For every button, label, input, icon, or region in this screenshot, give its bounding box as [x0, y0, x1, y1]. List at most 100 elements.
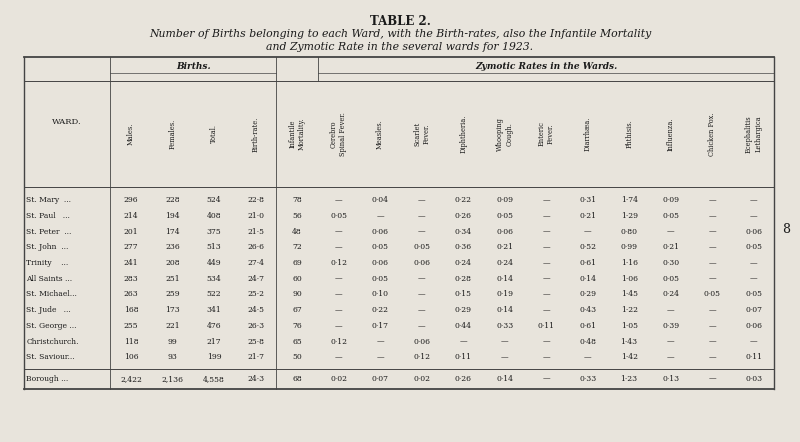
Text: Chicken Pox.: Chicken Pox. — [708, 112, 716, 156]
Text: 259: 259 — [166, 290, 180, 298]
Text: 0·06: 0·06 — [372, 228, 389, 236]
Text: 375: 375 — [206, 228, 222, 236]
Text: 1·05: 1·05 — [621, 322, 638, 330]
Text: Influenza.: Influenza. — [666, 117, 674, 151]
Text: 0·09: 0·09 — [662, 196, 679, 204]
Text: —: — — [501, 353, 509, 361]
Text: —: — — [708, 375, 716, 383]
Text: Ecephalitis
Lethargica: Ecephalitis Lethargica — [745, 115, 762, 153]
Text: —: — — [335, 228, 342, 236]
Text: 0·03: 0·03 — [745, 375, 762, 383]
Text: 0·05: 0·05 — [745, 290, 762, 298]
Text: 522: 522 — [207, 290, 222, 298]
Text: 236: 236 — [166, 243, 180, 251]
Text: 0·11: 0·11 — [745, 353, 762, 361]
Text: 4,558: 4,558 — [203, 375, 225, 383]
Text: 56: 56 — [292, 212, 302, 220]
Text: 0·33: 0·33 — [579, 375, 596, 383]
Text: 0·10: 0·10 — [372, 290, 389, 298]
Text: 0·43: 0·43 — [579, 306, 596, 314]
Text: 1·45: 1·45 — [621, 290, 638, 298]
Text: —: — — [376, 338, 384, 346]
Text: 0·06: 0·06 — [745, 322, 762, 330]
Text: Enteric
Fever.: Enteric Fever. — [538, 122, 554, 146]
Text: Diphtheria.: Diphtheria. — [459, 115, 467, 153]
Text: —: — — [335, 290, 342, 298]
Text: —: — — [708, 212, 716, 220]
Text: —: — — [335, 196, 342, 204]
Text: —: — — [667, 228, 674, 236]
Text: 1·22: 1·22 — [621, 306, 638, 314]
Text: 255: 255 — [124, 322, 138, 330]
Text: 0·30: 0·30 — [662, 259, 679, 267]
Text: 201: 201 — [124, 228, 138, 236]
Text: 0·07: 0·07 — [745, 306, 762, 314]
Text: —: — — [750, 259, 758, 267]
Text: 60: 60 — [292, 274, 302, 283]
Text: 0·05: 0·05 — [372, 243, 389, 251]
Text: St. Mary  ...: St. Mary ... — [26, 196, 71, 204]
Text: 449: 449 — [207, 259, 222, 267]
Text: 72: 72 — [292, 243, 302, 251]
Text: 0·06: 0·06 — [496, 228, 513, 236]
Text: 0·61: 0·61 — [579, 322, 596, 330]
Text: 0·44: 0·44 — [454, 322, 472, 330]
Text: 0·06: 0·06 — [745, 228, 762, 236]
Text: Births.: Births. — [176, 62, 210, 71]
Text: Phthisis.: Phthisis. — [625, 119, 633, 149]
Text: 228: 228 — [166, 196, 180, 204]
Text: —: — — [376, 212, 384, 220]
Text: 0·61: 0·61 — [579, 259, 596, 267]
Text: Infantile
Mortality.: Infantile Mortality. — [289, 118, 306, 150]
Text: 283: 283 — [124, 274, 138, 283]
Text: 0·11: 0·11 — [454, 353, 472, 361]
Text: 8: 8 — [782, 223, 790, 236]
Text: 173: 173 — [166, 306, 180, 314]
Text: Trinity    ...: Trinity ... — [26, 259, 69, 267]
Text: Number of Births belonging to each Ward, with the Birth-rates, also the Infantil: Number of Births belonging to each Ward,… — [149, 29, 651, 39]
Text: —: — — [708, 243, 716, 251]
Text: 0·05: 0·05 — [413, 243, 430, 251]
Text: 0·21: 0·21 — [662, 243, 679, 251]
Text: 0·04: 0·04 — [372, 196, 389, 204]
Text: 0·21: 0·21 — [496, 243, 513, 251]
Text: —: — — [750, 338, 758, 346]
Text: —: — — [708, 338, 716, 346]
Text: —: — — [542, 259, 550, 267]
Text: 251: 251 — [166, 274, 180, 283]
Text: and Zymotic Rate in the several wards for 1923.: and Zymotic Rate in the several wards fo… — [266, 42, 534, 52]
Text: —: — — [542, 375, 550, 383]
Text: 0·48: 0·48 — [579, 338, 596, 346]
Text: —: — — [708, 322, 716, 330]
Text: —: — — [418, 322, 426, 330]
Text: 277: 277 — [124, 243, 138, 251]
Text: 0·17: 0·17 — [372, 322, 389, 330]
Text: 106: 106 — [124, 353, 138, 361]
Text: St. Michael...: St. Michael... — [26, 290, 78, 298]
Text: 0·14: 0·14 — [496, 375, 513, 383]
Text: 25·2: 25·2 — [247, 290, 264, 298]
Text: 0·26: 0·26 — [454, 375, 472, 383]
Text: 0·29: 0·29 — [579, 290, 596, 298]
Text: 90: 90 — [292, 290, 302, 298]
Text: 0·80: 0·80 — [621, 228, 638, 236]
Text: 221: 221 — [166, 322, 180, 330]
Text: —: — — [542, 353, 550, 361]
Text: 0·05: 0·05 — [330, 212, 347, 220]
Text: 408: 408 — [207, 212, 222, 220]
Text: 0·33: 0·33 — [496, 322, 514, 330]
Text: —: — — [542, 243, 550, 251]
Text: 341: 341 — [206, 306, 222, 314]
Text: Measles.: Measles. — [376, 119, 384, 149]
Text: 0·21: 0·21 — [579, 212, 596, 220]
Text: —: — — [542, 290, 550, 298]
Text: 0·06: 0·06 — [413, 338, 430, 346]
Text: 0·15: 0·15 — [454, 290, 472, 298]
Text: 65: 65 — [292, 338, 302, 346]
Text: —: — — [335, 306, 342, 314]
Text: 50: 50 — [292, 353, 302, 361]
Text: —: — — [708, 274, 716, 283]
Text: 0·24: 0·24 — [454, 259, 472, 267]
Text: St. Paul   ...: St. Paul ... — [26, 212, 70, 220]
Text: 0·12: 0·12 — [330, 338, 347, 346]
